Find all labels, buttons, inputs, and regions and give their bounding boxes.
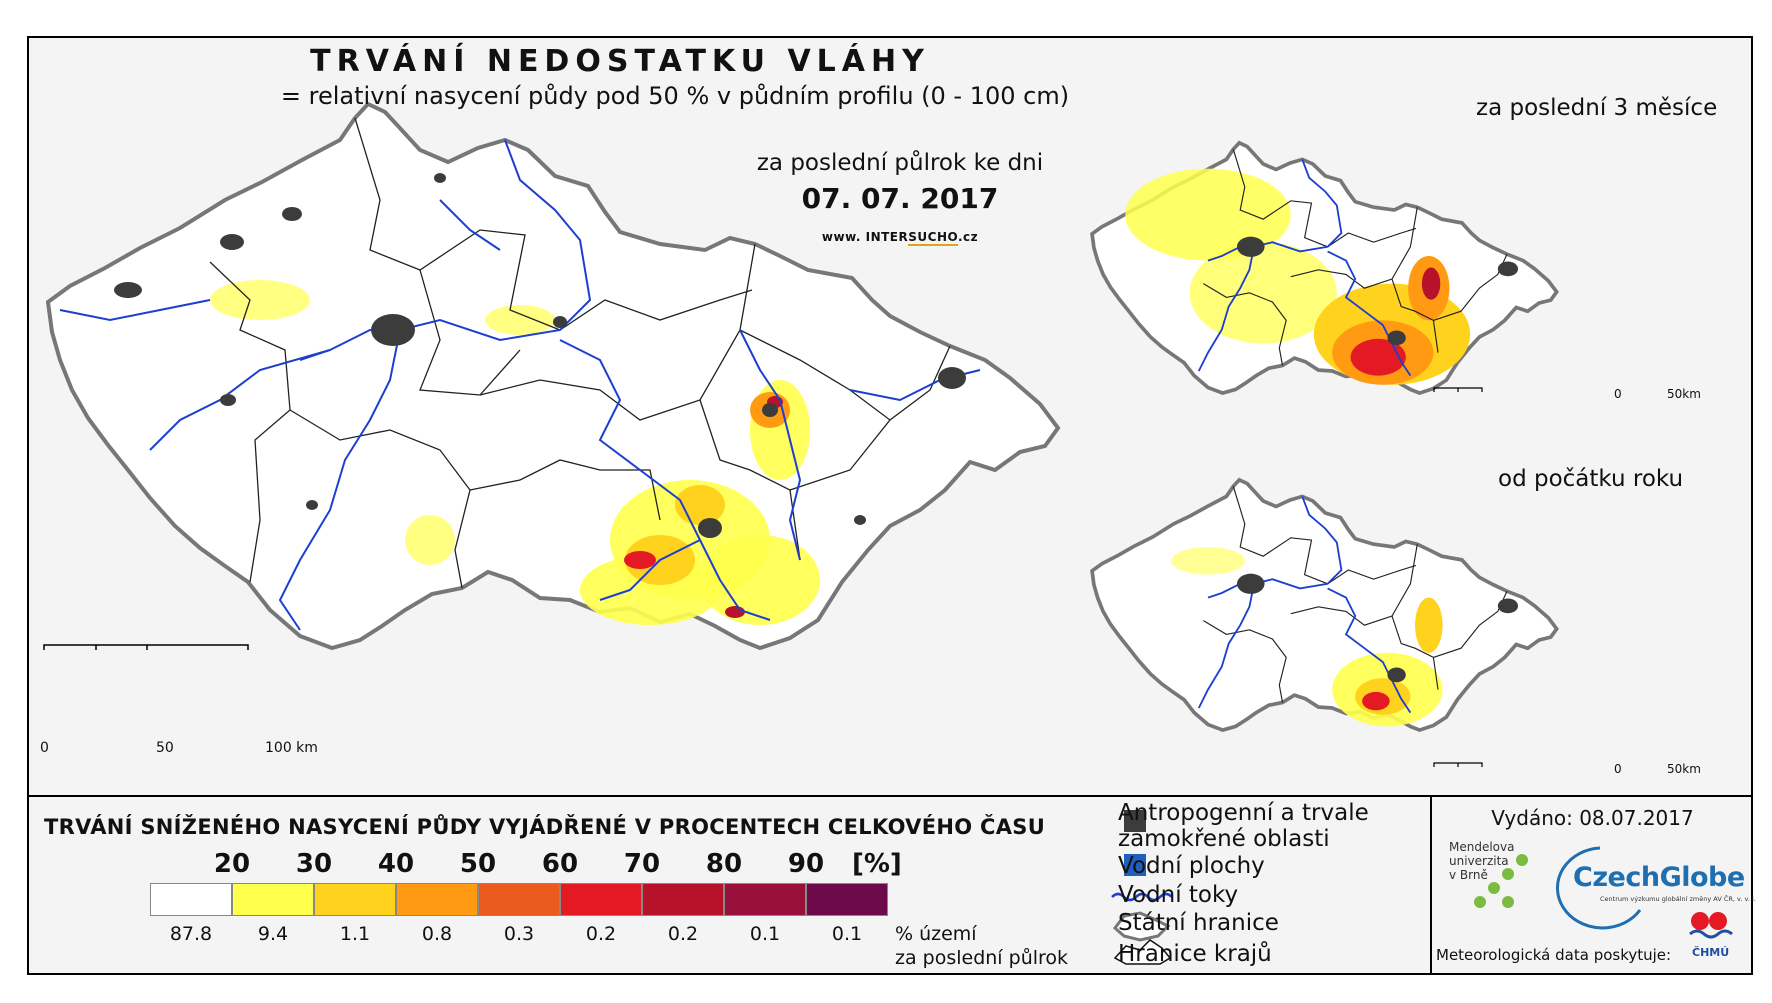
- legend-value-2: 1.1: [339, 923, 371, 945]
- legend-swatch-5: [560, 883, 642, 916]
- mendel-text: Mendelova univerzita v Brně: [1449, 840, 1514, 882]
- website-highlight: SUCHO: [908, 230, 958, 246]
- scale-bar-inset-1: [1433, 387, 1483, 392]
- urban-label: Antropogenní a trvale zamokřené oblasti: [1118, 800, 1369, 852]
- legend-swatch-8: [806, 883, 888, 916]
- footer-divider: [1430, 795, 1432, 975]
- legend-note-line1: % území: [895, 923, 977, 945]
- inset1-scale-50: 50km: [1667, 387, 1701, 401]
- legend-value-8: 0.1: [831, 923, 863, 945]
- legend-class-60: 60: [541, 849, 579, 879]
- scale-bar-main: [43, 644, 249, 650]
- inset-map-since-start: [1090, 477, 1559, 733]
- mendel-line3: v Brně: [1449, 868, 1488, 882]
- scale-label-0: 0: [40, 740, 49, 756]
- legend-swatch-3: [396, 883, 478, 916]
- legend-class-70: 70: [623, 849, 661, 879]
- river-symbol: [1111, 892, 1173, 902]
- legend-value-5: 0.2: [585, 923, 617, 945]
- legend-swatch-6: [642, 883, 724, 916]
- urban-symbol: [1124, 810, 1146, 832]
- state-border-symbol: [1112, 911, 1171, 942]
- website-prefix: www. INTER: [821, 230, 909, 244]
- czech-outline-main: [45, 101, 1061, 651]
- region-border-symbol: [1113, 939, 1172, 965]
- scale-label-50: 50: [156, 740, 174, 756]
- urban-label-line1: Antropogenní a trvale: [1118, 800, 1369, 826]
- scale-label-100: 100 km: [265, 740, 318, 756]
- legend-value-0: 87.8: [169, 923, 213, 945]
- legend-class-90: 90: [787, 849, 825, 879]
- czechglobe-logo-text: CzechGlobe: [1573, 862, 1745, 893]
- inset2-scale-0: 0: [1614, 762, 1622, 776]
- inset-label-3-months: za poslední 3 měsíce: [1476, 95, 1718, 121]
- chmu-label: ČHMÚ: [1692, 946, 1730, 959]
- czechglobe-arc: [1555, 846, 1642, 930]
- legend-class-50: 50: [459, 849, 497, 879]
- legend-unit: [%]: [852, 849, 902, 879]
- region-border-label: Hranice krajů: [1118, 941, 1272, 967]
- legend-value-4: 0.3: [503, 923, 535, 945]
- map-title: TRVÁNÍ NEDOSTATKU VLÁHY: [310, 44, 930, 79]
- map-subtitle: = relativní nasycení půdy pod 50 % v půd…: [280, 82, 1070, 110]
- inset-map-3-months: [1090, 140, 1559, 396]
- legend-class-30: 30: [295, 849, 333, 879]
- date-label: 07. 07. 2017: [801, 182, 999, 215]
- water-symbol: [1124, 854, 1146, 876]
- legend-value-7: 0.1: [749, 923, 781, 945]
- legend-value-3: 0.8: [421, 923, 453, 945]
- mendel-logo: [1474, 854, 1528, 908]
- website-link[interactable]: www. INTERSUCHO.cz: [780, 230, 1020, 246]
- urban-label-line2: zamokřené oblasti: [1118, 826, 1330, 852]
- period-label: za poslední půlrok ke dni: [756, 150, 1044, 176]
- legend-class-20: 20: [213, 849, 251, 879]
- state-border-label: Státní hranice: [1118, 910, 1279, 936]
- urban-areas-main: [114, 173, 966, 538]
- meteo-data-label: Meteorologická data poskytuje:: [1436, 946, 1672, 964]
- main-map: [43, 101, 1061, 651]
- legend-class-40: 40: [377, 849, 415, 879]
- website-suffix: .cz: [957, 230, 979, 244]
- legend-swatch-1: [232, 883, 314, 916]
- legend-note: % území za poslední půlrok: [895, 922, 1068, 970]
- legend-class-80: 80: [705, 849, 743, 879]
- rivers-main: [59, 139, 981, 631]
- chmu-logo: [1689, 912, 1733, 939]
- legend-swatch-0: [150, 883, 232, 916]
- inset1-scale-0: 0: [1614, 387, 1622, 401]
- legend-swatch-2: [314, 883, 396, 916]
- legend-swatch-4: [478, 883, 560, 916]
- mendel-line1: Mendelova: [1449, 840, 1515, 854]
- mendel-line2: univerzita: [1449, 854, 1509, 868]
- legend-divider: [27, 795, 1753, 797]
- inset-label-since-start: od počátku roku: [1498, 466, 1684, 492]
- legend-value-6: 0.2: [667, 923, 699, 945]
- legend-swatch-7: [724, 883, 806, 916]
- legend-title: TRVÁNÍ SNÍŽENÉHO NASYCENÍ PŮDY VYJÁDŘENÉ…: [44, 815, 1046, 839]
- issued-date: Vydáno: 08.07.2017: [1491, 806, 1694, 830]
- inset2-scale-50: 50km: [1667, 762, 1701, 776]
- water-label: Vodní plochy: [1118, 853, 1265, 879]
- legend-value-1: 9.4: [257, 923, 289, 945]
- legend-note-line2: za poslední půlrok: [895, 947, 1069, 969]
- rivers-label: Vodní toky: [1118, 882, 1239, 908]
- czechglobe-subtitle: Centrum výzkumu globální změny AV ČR, v.…: [1600, 895, 1756, 903]
- scale-bar-inset-2: [1433, 762, 1483, 767]
